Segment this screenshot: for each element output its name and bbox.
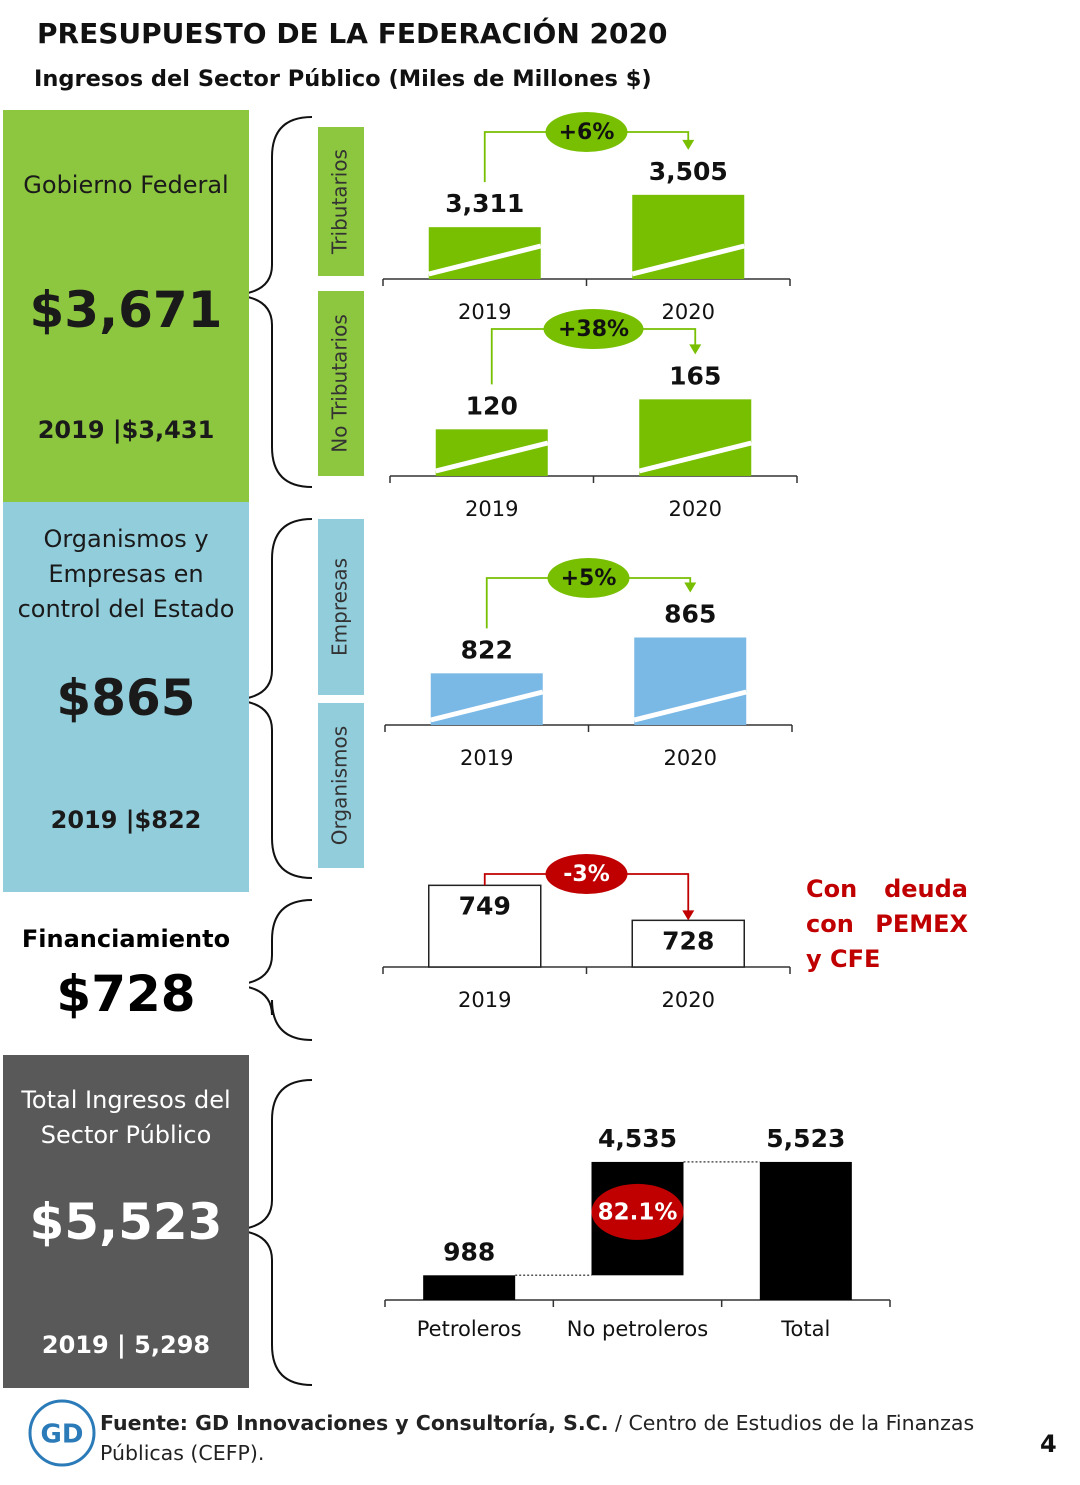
panel: Gobierno Federal $3,671 2019 |$3,431: [3, 110, 249, 502]
value-label: 865: [664, 600, 716, 629]
bar: [759, 1161, 852, 1300]
x-tick-label: 2019: [458, 300, 511, 324]
x-tick-label: 2019: [460, 746, 513, 770]
panel-previous: 2019 |$822: [50, 806, 202, 834]
logo-text: GD: [41, 1420, 84, 1450]
bar-stripe: [428, 243, 542, 277]
footer-source: Fuente: GD Innovaciones y Consultoría, S…: [100, 1408, 1030, 1468]
logo-circle: [28, 1399, 96, 1467]
value-label: 728: [662, 926, 714, 955]
source-rest: / Centro de Estudios de la Finanzas Públ…: [100, 1411, 975, 1465]
bar-stripe: [633, 689, 747, 723]
panel: Organismos y Empresas en control del Est…: [3, 502, 249, 892]
source-bold: Fuente: GD Innovaciones y Consultoría, S…: [100, 1411, 609, 1435]
value-label: 165: [669, 361, 721, 390]
x-tick-label: 2020: [662, 988, 715, 1012]
panel: Total Ingresos del Sector Público $5,523 2…: [3, 1055, 249, 1388]
bar-stripe: [638, 440, 752, 474]
change-badge: [545, 112, 628, 152]
subtitle: Ingresos del Sector Público (Miles de Mi…: [34, 66, 652, 92]
value-label: 5,523: [766, 1124, 845, 1153]
segment-box: [318, 703, 364, 868]
x-tick-label: 2020: [669, 497, 722, 521]
change-badge: [547, 558, 630, 598]
x-tick-label: 2019: [465, 497, 518, 521]
change-label: +6%: [559, 120, 615, 145]
bar: [634, 637, 747, 725]
panel-value: $5,523: [29, 1193, 223, 1251]
x-tick-label: 2020: [662, 300, 715, 324]
segment-label: Tributarios: [328, 149, 352, 255]
segment-label: No Tributarios: [328, 314, 352, 453]
panel-label: Total Ingresos del Sector Público: [21, 1086, 231, 1149]
panel-value: $3,671: [29, 281, 223, 339]
value-label: 988: [443, 1237, 495, 1266]
value-label: 4,535: [598, 1124, 677, 1153]
change-label: -3%: [563, 862, 609, 887]
value-label: 3,311: [445, 189, 524, 218]
x-tick-label: No petroleros: [567, 1317, 708, 1341]
segment-label: Organismos: [328, 726, 352, 845]
change-label: +38%: [558, 317, 629, 342]
arrow-head: [689, 344, 702, 355]
annotation-badge: [591, 1183, 684, 1240]
bar-stripe: [430, 689, 544, 723]
bar: [631, 919, 745, 968]
x-tick-label: Petroleros: [417, 1317, 522, 1341]
change-badge: [545, 854, 628, 894]
bar: [639, 399, 752, 476]
panel-value: $865: [56, 669, 196, 727]
arrow-head: [682, 139, 695, 150]
segment-box: [318, 519, 364, 695]
value-label: 749: [459, 891, 511, 920]
title: PRESUPUESTO DE LA FEDERACIÓN 2020: [37, 17, 668, 50]
segment-label: Empresas: [328, 558, 352, 656]
panel-label: Organismos y Empresas en control del Est…: [17, 525, 235, 623]
annotation: 82.1%: [598, 1199, 678, 1225]
page-number: 4: [1040, 1430, 1057, 1458]
bar: [428, 884, 542, 968]
bar: [423, 1275, 516, 1300]
x-tick-label: 2019: [458, 988, 511, 1012]
x-tick-label: Total: [780, 1317, 830, 1341]
segment-box: [318, 127, 364, 276]
value-label: 3,505: [649, 157, 728, 186]
value-label: 120: [466, 391, 518, 420]
arrow-head: [684, 582, 697, 593]
panel-previous: 2019 |$3,431: [37, 416, 215, 444]
change-label: +5%: [561, 566, 617, 591]
panel: Financiamiento $728: [3, 892, 249, 1055]
change-badge: [543, 309, 644, 349]
panel-value: $728: [56, 965, 196, 1023]
x-tick-label: 2020: [664, 746, 717, 770]
panel-label: Gobierno Federal: [23, 171, 229, 199]
bar-stripe: [631, 243, 745, 277]
note: Con deuda con PEMEX y CFE: [806, 875, 968, 973]
value-label: 822: [461, 635, 513, 664]
bar-stripe: [435, 440, 549, 474]
panel-label: Financiamiento: [21, 925, 231, 953]
panel-previous: 2019 | 5,298: [41, 1331, 211, 1359]
arrow-head: [682, 910, 695, 921]
segment-box: [318, 291, 364, 476]
bar: [632, 194, 745, 279]
